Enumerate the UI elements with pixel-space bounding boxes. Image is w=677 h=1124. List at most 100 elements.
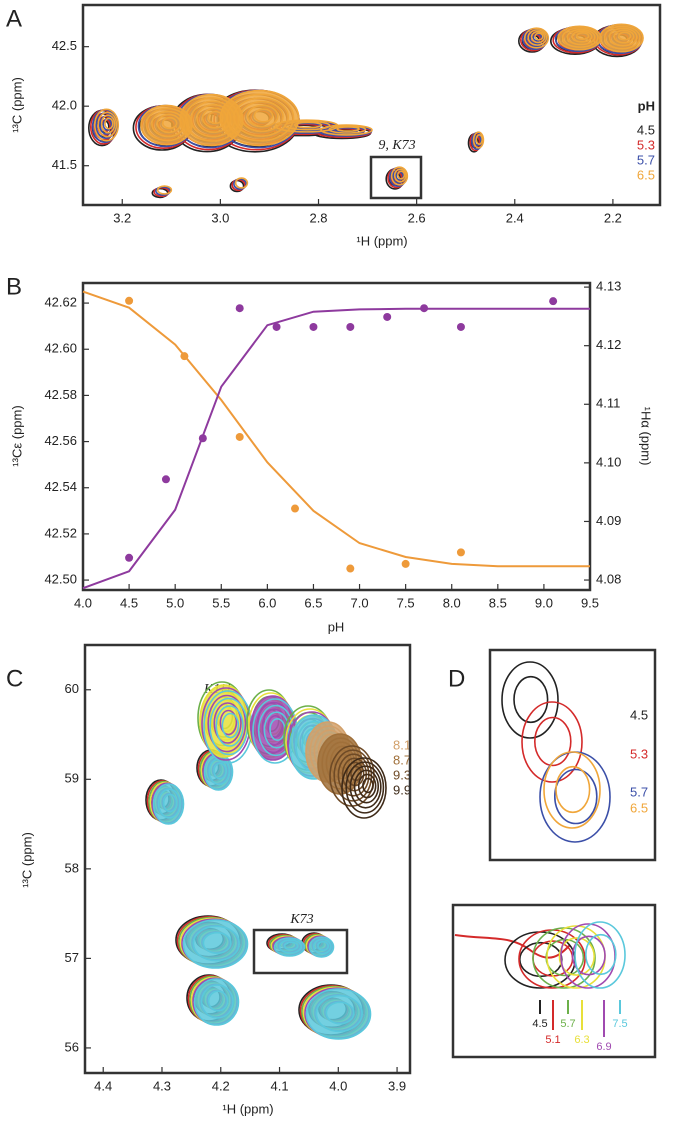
contour: [293, 121, 323, 129]
legend-entry: 4.5: [630, 707, 648, 722]
data-point: [383, 312, 392, 321]
contour: [362, 777, 374, 794]
x-axis-label: pH: [328, 619, 345, 634]
y2-tick-label: 4.11: [596, 396, 620, 411]
legend-entry: 9.9: [393, 782, 411, 797]
contour: [534, 32, 544, 41]
x-tick-label: 5.5: [212, 595, 230, 610]
x-tick-label: 3.2: [113, 210, 131, 225]
x-tick-label: 6.0: [258, 595, 276, 610]
x-tick-label: 4.4: [94, 1078, 112, 1093]
x-tick-label: 2.6: [408, 210, 426, 225]
contour: [523, 27, 550, 49]
contour: [501, 661, 559, 739]
y-tick-label: 42.60: [44, 341, 77, 356]
x-tick-label: 7.0: [351, 595, 369, 610]
x-tick-label: 2.8: [309, 210, 327, 225]
x-tick-label: 4.0: [329, 1078, 347, 1093]
contour: [104, 117, 114, 130]
contour: [353, 769, 380, 804]
contour: [278, 939, 302, 954]
contour: [226, 93, 295, 142]
contour: [93, 108, 120, 142]
x-axis-label: ¹H (ppm): [356, 233, 407, 248]
contour: [162, 793, 178, 813]
contour: [211, 699, 240, 741]
y2-axis-label: ¹Hα (ppm): [639, 407, 654, 466]
contour: [513, 675, 549, 724]
inset-frame: [488, 648, 657, 862]
data-point: [272, 322, 281, 331]
legend-entry: 8.1: [393, 737, 411, 752]
data-point: [161, 475, 170, 484]
panel-letter: A: [6, 5, 22, 32]
x-tick-label: 9.5: [581, 595, 599, 610]
contour: [261, 708, 288, 746]
contour: [312, 938, 332, 955]
y-tick-label: 57: [65, 950, 79, 965]
contour: [608, 27, 638, 47]
x-tick-label: 4.3: [153, 1078, 171, 1093]
legend-entry: 4.5: [637, 122, 655, 137]
contour: [613, 29, 635, 44]
x-tick-label: 3.0: [211, 210, 229, 225]
contour: [553, 768, 598, 825]
x-tick-label: 2.2: [604, 210, 622, 225]
legend-entry: 6.5: [637, 167, 655, 182]
legend-entry: 6.5: [630, 800, 648, 815]
legend-entry: 5.7: [630, 784, 648, 799]
data-point: [346, 564, 355, 573]
contour: [284, 120, 331, 131]
annotation-box: [369, 155, 423, 200]
contour: [213, 702, 242, 744]
contour: [475, 133, 484, 146]
data-point: [456, 548, 465, 557]
contour: [530, 30, 546, 44]
contour: [393, 168, 407, 183]
annotation: K73: [289, 912, 313, 927]
y-tick-label: 42.62: [44, 295, 77, 310]
plot-frame: [83, 643, 412, 1075]
y-tick-label: 42.54: [44, 479, 77, 494]
legend-entry: 6.3: [574, 1034, 589, 1046]
contour: [325, 1001, 355, 1025]
contour: [156, 185, 173, 195]
contour: [100, 114, 116, 134]
legend-entry: 5.1: [545, 1034, 560, 1046]
contour: [558, 937, 595, 976]
contour: [217, 706, 236, 733]
panel-letter: B: [6, 273, 22, 300]
contour: [341, 757, 387, 819]
contour: [345, 761, 385, 814]
plot-frame: [81, 281, 592, 592]
contour: [283, 941, 299, 951]
y-tick-label: 42.58: [44, 387, 77, 402]
x-tick-label: 4.5: [120, 595, 138, 610]
y-tick-label: 41.5: [52, 157, 77, 172]
x-tick-label: 5.0: [166, 595, 184, 610]
legend-entry: 5.7: [637, 152, 655, 167]
x-tick-label: 2.4: [506, 210, 524, 225]
contour: [263, 711, 290, 749]
contour: [201, 687, 251, 761]
contour: [555, 765, 591, 814]
plot-frame: [81, 3, 662, 207]
contour: [533, 716, 572, 767]
annotation-box: [252, 928, 349, 975]
contour: [157, 788, 181, 819]
x-tick-label: 4.1: [270, 1078, 288, 1093]
y-tick-label: 42.52: [44, 525, 77, 540]
contour: [315, 994, 363, 1033]
contour: [328, 125, 367, 134]
x-tick-label: 4.0: [74, 595, 92, 610]
contour: [205, 691, 245, 750]
contour: [200, 984, 234, 1019]
panel-letter: D: [448, 665, 465, 692]
panel-letter: C: [6, 665, 23, 692]
data-point: [309, 322, 318, 331]
y-tick-label: 58: [65, 860, 79, 875]
contour: [97, 111, 118, 138]
x-tick-label: 8.5: [489, 595, 507, 610]
contour: [317, 940, 330, 952]
